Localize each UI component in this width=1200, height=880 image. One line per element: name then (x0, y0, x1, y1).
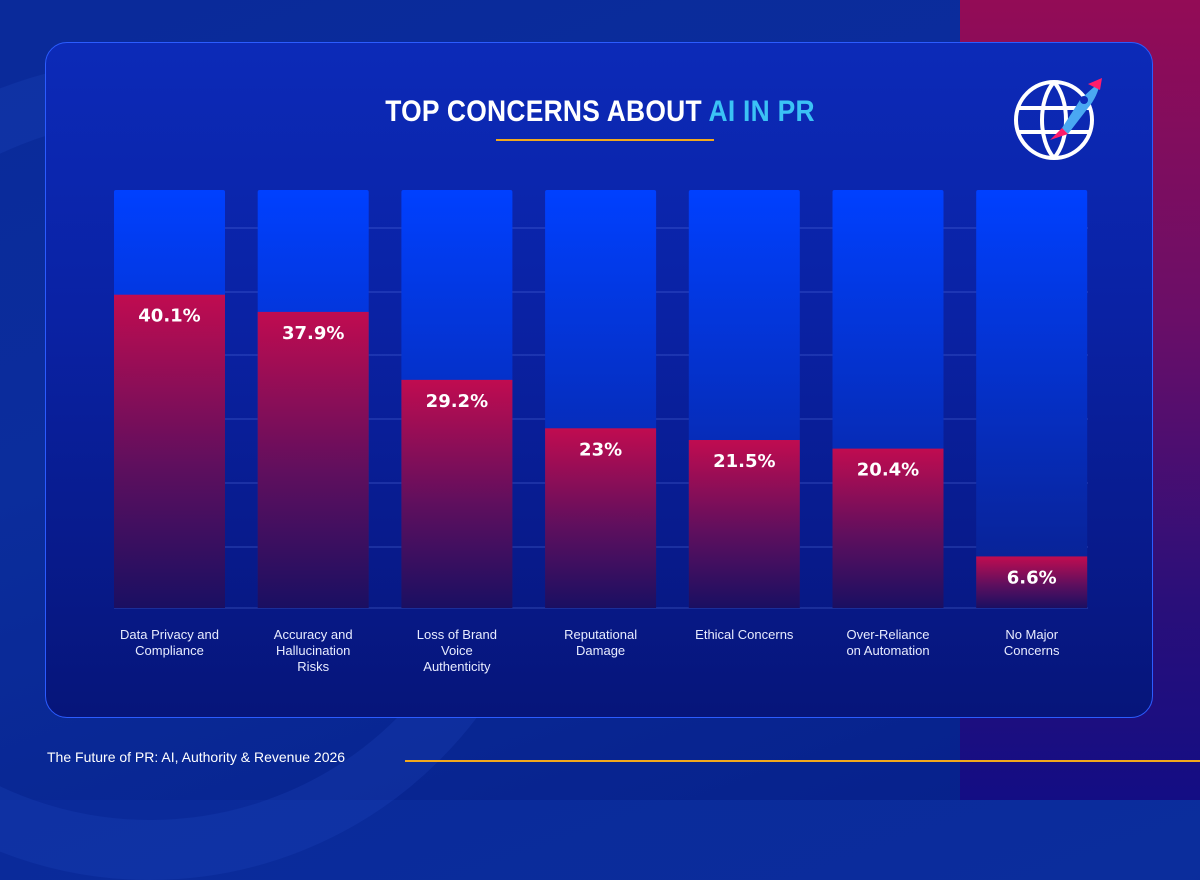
data-label: 37.9% (282, 323, 344, 344)
x-tick-label-line: Reputational (564, 627, 638, 642)
x-tick-label-line: Damage (576, 643, 626, 658)
bar (976, 556, 1088, 608)
x-tick-label-line: Data Privacy and (120, 627, 219, 642)
x-tick-label-line: on Automation (846, 643, 930, 658)
x-tick-label: No Major Concerns (957, 627, 1107, 659)
data-label: 6.6% (1007, 567, 1057, 588)
data-label: 29.2% (426, 391, 488, 412)
x-tick-label-line: Authenticity (423, 659, 491, 674)
data-label: 23% (579, 439, 622, 460)
title-main: TOP CONCERNS ABOUT (385, 95, 709, 128)
footer-line (405, 760, 1200, 762)
x-tick-label: Ethical Concerns (669, 627, 819, 643)
bar (257, 311, 369, 608)
chart-title: TOP CONCERNS ABOUT AI IN PR (72, 95, 1128, 129)
x-tick-label-line: No Major (1005, 627, 1059, 642)
bar (688, 440, 800, 608)
x-tick-label-line: Concerns (1003, 643, 1060, 658)
title-accent: AI IN PR (708, 95, 815, 128)
x-tick-label: Data Privacy and Compliance (95, 627, 245, 659)
bar-track (976, 190, 1088, 608)
x-tick-label: Accuracy and Hallucination Risks (238, 627, 388, 675)
bar (832, 448, 944, 608)
x-tick-label: Reputational Damage (526, 627, 676, 659)
x-tick-label: Over-Reliance on Automation (813, 627, 963, 659)
data-label: 20.4% (857, 460, 919, 481)
x-tick-label-line: Accuracy and (273, 627, 353, 642)
x-tick-label-line: Risks (297, 659, 330, 674)
x-tick-label-line: Voice (440, 643, 473, 658)
title-underline (496, 139, 714, 141)
x-tick-label-line: Over-Reliance (846, 627, 930, 642)
x-tick-label-line: Compliance (135, 643, 204, 658)
bar-chart: 40.1% 37.9% 29.2% 23% 21.5% 20.4% 6.6% (114, 190, 1088, 609)
x-tick-label-line: Ethical Concerns (695, 627, 794, 642)
bar (401, 379, 513, 608)
bar (545, 428, 657, 608)
globe-rocket-icon (1010, 70, 1106, 166)
x-tick-label-line: Hallucination (275, 643, 351, 658)
footer-text: The Future of PR: AI, Authority & Revenu… (47, 749, 346, 765)
data-label: 40.1% (138, 306, 200, 327)
data-label: 21.5% (713, 451, 775, 472)
x-tick-label: Loss of Brand Voice Authenticity (382, 627, 532, 675)
bar (114, 294, 225, 608)
x-tick-label-line: Loss of Brand (416, 627, 497, 642)
